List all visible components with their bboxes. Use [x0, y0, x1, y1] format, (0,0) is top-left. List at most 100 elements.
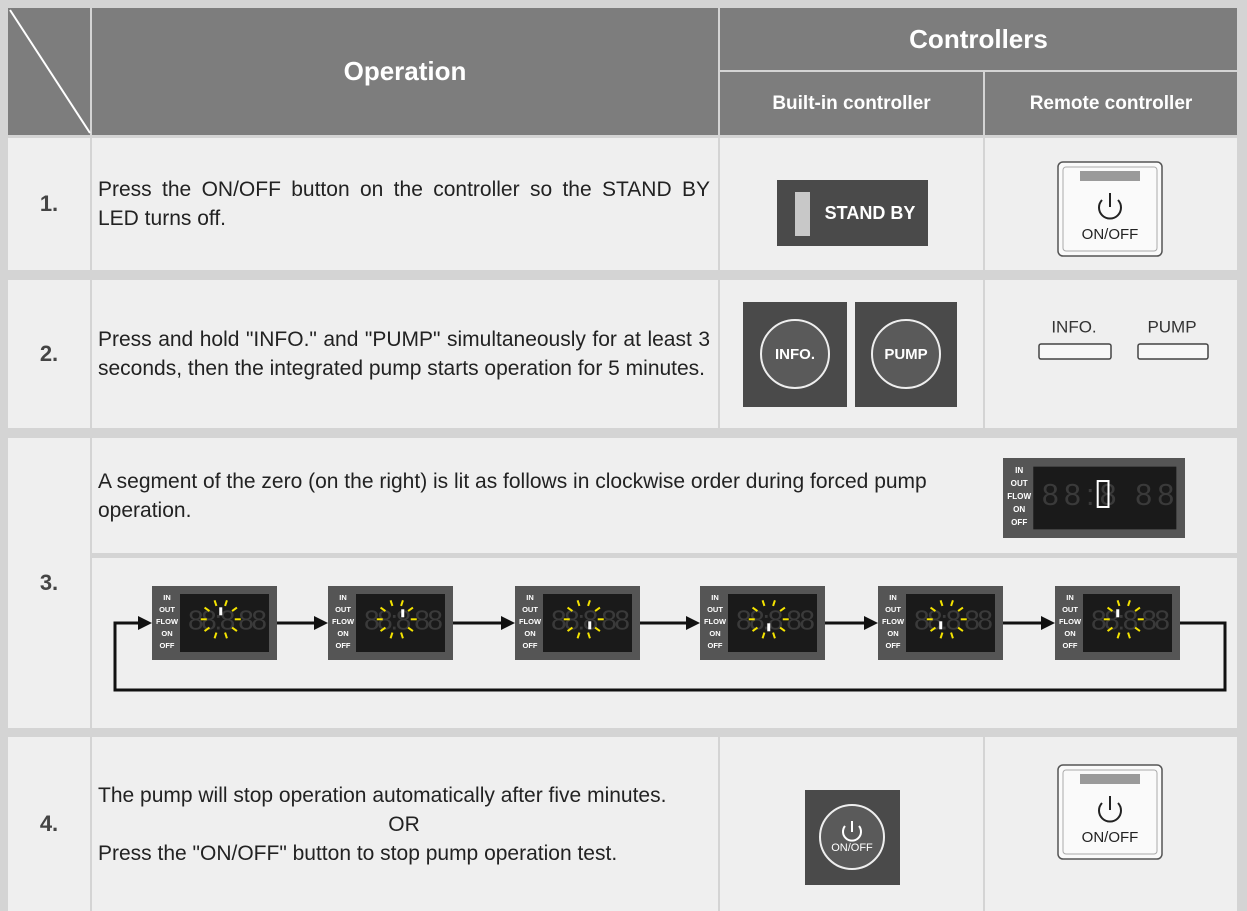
display-label: OUT	[522, 605, 538, 614]
display-screen	[1033, 466, 1177, 530]
display-label: IN	[1066, 593, 1074, 602]
glow-dash	[587, 599, 591, 607]
arrow-head	[686, 616, 700, 630]
glow-dash	[1134, 606, 1141, 612]
display-screen	[728, 594, 817, 652]
standby-led	[795, 192, 810, 236]
display-label: ON	[1064, 629, 1075, 638]
button	[819, 804, 885, 870]
glow-dash	[950, 599, 954, 607]
display-label: OUT	[1011, 479, 1028, 488]
display-digits: 88:8 88	[1091, 604, 1170, 635]
button-label: INFO.	[775, 346, 815, 363]
row-number: 2.	[8, 280, 90, 428]
glow-dash	[957, 626, 964, 632]
display-screen	[543, 594, 632, 652]
display-label: ON	[161, 629, 172, 638]
display-digits: 88:8 88	[364, 604, 443, 635]
glow-dash	[761, 599, 766, 607]
glow-dash	[594, 626, 601, 632]
display-label: ON	[709, 629, 720, 638]
glow-dash	[1127, 632, 1131, 639]
glow-dash	[772, 599, 776, 607]
glow-dash	[950, 632, 954, 639]
arrow-head	[138, 616, 152, 630]
glow-dash	[213, 599, 218, 607]
remote-header: Remote controller	[985, 72, 1237, 135]
display-digits: 88:8 88	[188, 604, 267, 635]
glow-dash	[576, 599, 581, 607]
display-label: OUT	[707, 605, 723, 614]
remote-button	[1057, 161, 1163, 257]
cell	[92, 558, 1237, 728]
controllers-header: Controllers	[720, 8, 1237, 70]
text-line: The pump will stop operation automatical…	[98, 783, 667, 807]
button	[760, 319, 830, 389]
display-label: ON	[1013, 505, 1025, 514]
display-screen	[180, 594, 269, 652]
display-label: OUT	[159, 605, 175, 614]
remote-button-label: PUMP	[1147, 317, 1196, 336]
glow-dash	[389, 599, 394, 607]
row-text: Press and hold "INFO." and "PUMP" simult…	[92, 280, 718, 428]
display-label: FLOW	[1007, 492, 1031, 501]
remote-button-label: INFO.	[1051, 317, 1096, 336]
row-number: 1.	[8, 138, 90, 270]
arrow-head	[314, 616, 328, 630]
loop-line	[113, 621, 1227, 692]
display-label: ON	[337, 629, 348, 638]
display-label: IN	[1015, 466, 1023, 475]
glow-dash	[231, 606, 238, 612]
display-label: IN	[711, 593, 719, 602]
remote-button	[1038, 343, 1112, 360]
glow-dash	[566, 626, 574, 632]
row-text: The pump will stop operation automatical…	[92, 737, 718, 911]
operation-header: Operation	[92, 8, 718, 135]
remote-button	[1137, 343, 1209, 360]
glow-dash	[389, 632, 394, 639]
display-label: FLOW	[332, 617, 355, 626]
glow-dash	[587, 632, 591, 639]
display-label: OFF	[1011, 518, 1027, 527]
display-label: IN	[526, 593, 534, 602]
glow-dash	[939, 632, 944, 639]
display-label: IN	[339, 593, 347, 602]
zero-digit	[1096, 480, 1110, 508]
button	[871, 319, 941, 389]
glow-dash	[203, 626, 211, 632]
remote-button-inner	[1062, 769, 1158, 855]
remote-led	[1080, 774, 1140, 784]
glow-dash	[939, 599, 944, 607]
glow-dash	[224, 632, 228, 639]
display-label: FLOW	[519, 617, 542, 626]
display-label: OFF	[523, 641, 538, 650]
glow-dash	[594, 606, 601, 612]
display-screen	[1083, 594, 1172, 652]
button-label: ON/OFF	[831, 842, 873, 854]
glow-dash	[779, 606, 786, 612]
display-label: OFF	[1063, 641, 1078, 650]
arrow-head	[864, 616, 878, 630]
glow-dash	[1106, 606, 1114, 612]
display-label: OUT	[1062, 605, 1078, 614]
display-label: OFF	[708, 641, 723, 650]
display-screen	[356, 594, 445, 652]
display-label: IN	[163, 593, 171, 602]
glow-dash	[400, 599, 404, 607]
row-text: Press the ON/OFF button on the controlle…	[92, 138, 718, 270]
remote-button-inner	[1062, 166, 1158, 252]
display-digits: 88:8 88	[551, 604, 630, 635]
glow-dash	[400, 632, 404, 639]
display-digits: 88:8 88	[914, 604, 993, 635]
remote-led	[1080, 171, 1140, 181]
display-label: FLOW	[704, 617, 727, 626]
remote-button-label: ON/OFF	[1082, 829, 1139, 846]
glow-dash	[224, 599, 228, 607]
display-label: OFF	[336, 641, 351, 650]
display-digits: 88:8 88	[736, 604, 815, 635]
glow-dash	[751, 606, 759, 612]
display-label: OUT	[885, 605, 901, 614]
glow-dash	[761, 632, 766, 639]
button-label: PUMP	[884, 346, 927, 363]
